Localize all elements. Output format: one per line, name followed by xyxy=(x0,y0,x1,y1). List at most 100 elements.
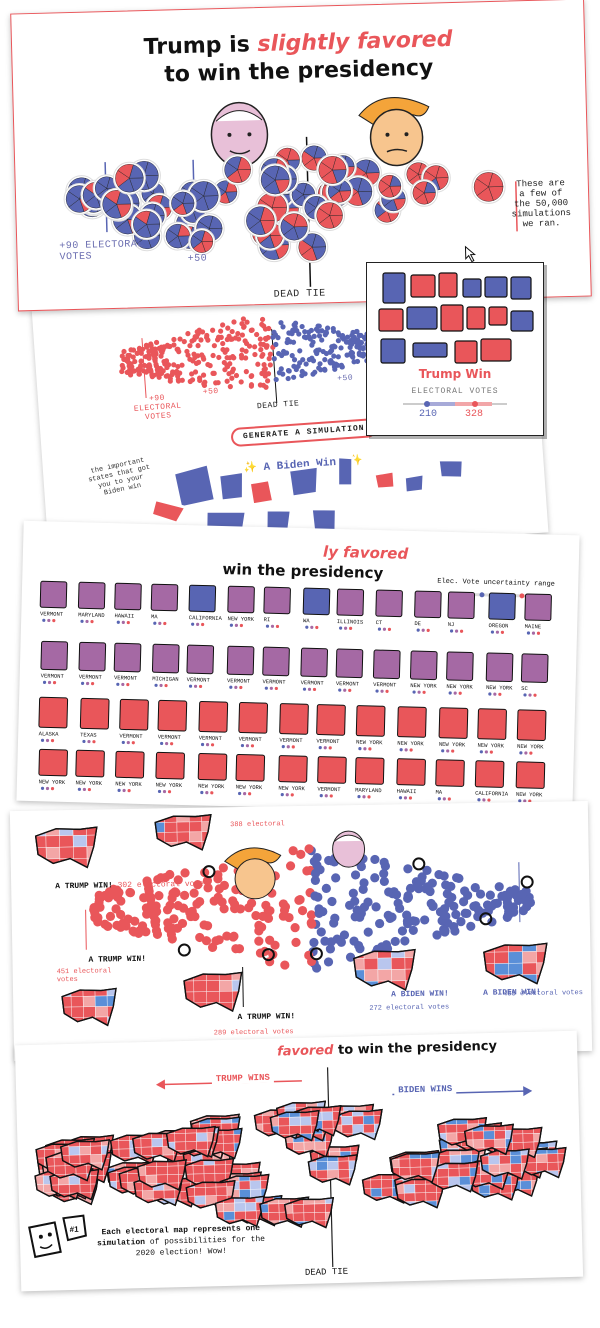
p2-dot xyxy=(192,334,198,340)
p4-dot xyxy=(291,937,301,948)
p4-dot xyxy=(229,931,239,941)
p2-dot xyxy=(303,361,309,367)
p2-dot xyxy=(244,319,250,325)
p2-dot xyxy=(271,356,277,362)
p2-state-shape xyxy=(336,455,355,488)
p2-dot xyxy=(218,328,224,334)
p3-state-label: NEW YORK xyxy=(227,615,254,623)
p2-dot xyxy=(291,374,297,380)
p3-state-range-dot xyxy=(318,746,322,750)
p3-state-range-dot xyxy=(193,684,198,688)
p2-dot xyxy=(197,377,203,384)
popup-ev-bar xyxy=(403,401,507,407)
p3-state-shape xyxy=(235,753,266,782)
p3-state-range-dot xyxy=(416,628,420,632)
p3-state-range-dot xyxy=(188,684,193,688)
p3-state-shape xyxy=(435,759,465,787)
p3-state-range-dot xyxy=(275,624,280,629)
p3-state-label: NEW YORK xyxy=(278,785,305,793)
popup-ev-label: ELECTORAL VOTES xyxy=(411,387,499,396)
p4-dot xyxy=(310,875,321,885)
p4-dot xyxy=(112,885,122,895)
p4-dot xyxy=(186,908,196,918)
p4-dot xyxy=(125,887,135,898)
p3-state-range-dot xyxy=(52,681,57,685)
p3-state-range-dot xyxy=(536,631,541,635)
p5-map-swarm xyxy=(15,1031,583,1292)
p2-dot xyxy=(316,333,323,339)
p2-dot xyxy=(229,369,235,375)
p3-state-shape xyxy=(39,580,68,609)
simulation-popup[interactable]: Trump Win ELECTORAL VOTES 210 328 xyxy=(366,262,544,436)
p3-state-range-dot xyxy=(417,690,421,694)
p2-state-shape xyxy=(217,469,245,503)
p3-state-range-dot xyxy=(528,693,532,697)
p2-dot xyxy=(308,327,314,334)
p3-state-range-dot xyxy=(158,621,162,625)
p2-dot xyxy=(315,328,321,334)
p3-state-range-dot xyxy=(285,793,289,797)
p4-dot xyxy=(146,900,156,910)
p1-label-left: +90 ELECTORAL VOTES xyxy=(59,239,144,264)
p2-dot xyxy=(200,372,207,378)
p3-state-shape xyxy=(447,591,476,620)
biden-caricature xyxy=(210,101,269,168)
p2-state-shape xyxy=(436,458,465,480)
p3-state-range-dot xyxy=(482,798,486,802)
p3-state-shape xyxy=(355,705,386,737)
p3-state-label: VERMONT xyxy=(336,680,360,688)
p3-state-shape xyxy=(372,649,401,680)
simulation-bubble xyxy=(130,208,163,241)
p2-dot xyxy=(243,355,249,361)
simulation-bubble xyxy=(376,172,404,200)
p2-dot xyxy=(319,337,325,343)
p3-state-label: ILLINOIS xyxy=(337,618,364,626)
p4-dot xyxy=(326,937,336,947)
p3-state-shape xyxy=(150,583,179,612)
simulation-bubble xyxy=(471,169,506,204)
p3-state-range-dot xyxy=(529,751,533,755)
p3-state-label: CT xyxy=(376,619,383,626)
p2-dot xyxy=(248,383,254,389)
p3-state-label: VERMONT xyxy=(316,738,340,746)
p2-dot xyxy=(315,323,321,329)
p2-state-shape xyxy=(247,477,276,507)
p3-state-range-dot xyxy=(307,687,312,691)
mascot-icon: #1 xyxy=(28,1214,87,1259)
p3-state-label: CALIFORNIA xyxy=(475,790,509,798)
p2-dot xyxy=(199,352,205,358)
simulation-bubble xyxy=(168,189,197,218)
p2-dot xyxy=(145,363,151,369)
p2-dot xyxy=(192,369,199,375)
p4-dot xyxy=(422,865,432,876)
popup-state-shape xyxy=(480,338,512,362)
p3-state-label: NEW YORK xyxy=(236,783,263,791)
p5-caption-part3: of possibilities for the xyxy=(144,1234,266,1248)
p4-dot xyxy=(214,935,224,945)
p3-state-shape xyxy=(79,697,110,730)
p3-state-range-dot xyxy=(531,631,536,635)
p4-dot xyxy=(214,884,224,894)
panel-4-card: A TRUMP WIN! 302 electoral votes A TRUMP… xyxy=(9,800,593,1062)
p3-state-range-dot xyxy=(205,743,210,747)
p2-dot xyxy=(233,372,240,379)
p2-dot xyxy=(231,319,237,325)
p3-state-shape xyxy=(119,698,149,731)
p3-state-shape xyxy=(151,643,180,674)
p3-state-shape xyxy=(446,651,474,682)
p3-state-range-dot xyxy=(380,689,384,693)
p2-dot xyxy=(189,377,196,383)
p2-dot xyxy=(146,355,152,361)
p3-state-shape xyxy=(520,653,549,683)
p4-dot xyxy=(427,878,437,888)
p3-state-range-dot xyxy=(205,791,209,795)
popup-state-shape xyxy=(454,340,478,364)
p2-dot xyxy=(320,348,326,355)
p3-state-label: NEW YORK xyxy=(75,779,102,787)
p3-state-label: NJ xyxy=(448,621,455,628)
p3-state-label: NEW YORK xyxy=(477,742,504,750)
p4-dot xyxy=(309,937,319,948)
p2-dot xyxy=(166,362,172,368)
p3-state-label: VERMONT xyxy=(317,786,341,794)
p2-dot xyxy=(360,345,366,351)
